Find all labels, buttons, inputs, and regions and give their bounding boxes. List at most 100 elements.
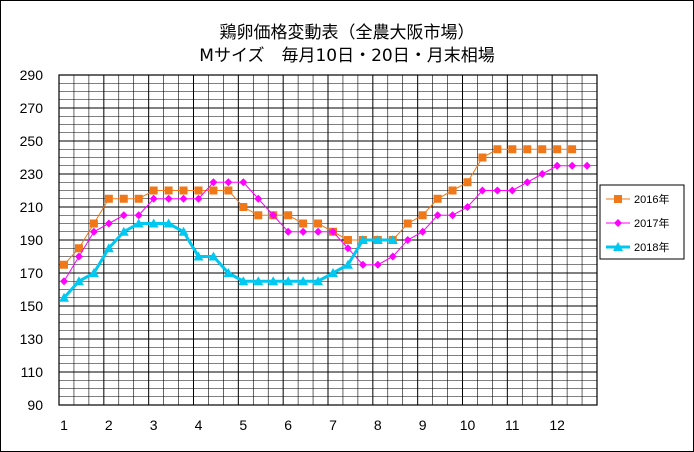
data-point xyxy=(343,236,352,244)
x-tick-label: 12 xyxy=(549,417,565,433)
data-point xyxy=(60,277,68,286)
x-tick-label: 10 xyxy=(460,417,476,433)
legend-marker xyxy=(614,195,622,203)
x-tick-label: 1 xyxy=(60,417,68,433)
data-point xyxy=(193,251,204,261)
data-point xyxy=(118,226,129,236)
data-point xyxy=(164,194,173,203)
data-point xyxy=(387,235,398,244)
legend-label: 2016年 xyxy=(634,192,669,206)
data-point xyxy=(104,219,113,228)
data-point xyxy=(299,227,308,236)
y-tick-label: 290 xyxy=(20,67,44,83)
data-point xyxy=(388,252,397,261)
data-point xyxy=(194,186,203,195)
data-point xyxy=(179,194,188,203)
data-point xyxy=(103,243,114,253)
data-point xyxy=(284,211,293,220)
y-tick-label: 170 xyxy=(20,265,44,281)
data-point xyxy=(508,145,517,154)
x-tick-label: 3 xyxy=(150,417,158,433)
y-tick-label: 190 xyxy=(20,232,44,248)
data-point xyxy=(538,145,547,154)
data-point xyxy=(299,219,308,228)
data-point xyxy=(89,219,98,228)
x-tick-label: 11 xyxy=(505,417,520,433)
data-point xyxy=(313,276,324,286)
data-point xyxy=(357,235,368,244)
data-point xyxy=(433,211,442,220)
y-tick-label: 130 xyxy=(20,331,44,347)
y-tick-label: 250 xyxy=(20,133,44,149)
data-point xyxy=(268,276,279,286)
data-point xyxy=(254,211,263,220)
data-point xyxy=(448,211,457,220)
data-point xyxy=(403,219,412,228)
data-point xyxy=(314,219,323,228)
data-point xyxy=(134,194,143,203)
data-point xyxy=(418,211,427,220)
chart-subtitle: Mサイズ 毎月10日・20日・月末相場 xyxy=(199,46,495,66)
data-point xyxy=(179,186,188,195)
data-point xyxy=(178,226,189,236)
x-tick-label: 8 xyxy=(374,417,382,433)
data-point xyxy=(73,276,84,286)
grid xyxy=(58,74,598,406)
chart-title: 鶏卵価格変動表（全農大阪市場） xyxy=(219,23,475,43)
data-point xyxy=(372,235,383,244)
data-point xyxy=(433,194,442,203)
data-point xyxy=(523,178,532,187)
data-point xyxy=(493,186,502,195)
x-tick-label: 9 xyxy=(419,417,427,433)
data-point xyxy=(254,194,263,203)
data-point xyxy=(253,276,264,286)
series-2 xyxy=(60,161,592,286)
y-tick-label: 210 xyxy=(20,199,44,215)
data-point xyxy=(342,259,353,269)
y-tick-label: 110 xyxy=(21,364,44,380)
data-point xyxy=(329,227,337,236)
data-point xyxy=(493,145,502,154)
data-point xyxy=(59,292,69,302)
data-point xyxy=(224,178,233,187)
data-point xyxy=(463,203,472,211)
x-tick-label: 6 xyxy=(284,417,292,433)
data-point xyxy=(298,276,309,286)
data-point xyxy=(568,161,577,170)
data-point xyxy=(269,211,278,220)
data-point xyxy=(448,186,457,195)
data-point xyxy=(224,186,233,195)
data-point xyxy=(478,186,487,195)
data-point xyxy=(523,145,532,154)
data-point xyxy=(418,227,427,236)
data-point xyxy=(553,161,562,170)
data-point xyxy=(148,218,159,228)
data-point xyxy=(119,211,128,220)
data-point xyxy=(209,186,218,195)
data-point xyxy=(568,145,577,154)
y-tick-label: 90 xyxy=(27,397,43,413)
data-point xyxy=(89,227,98,236)
y-tick-label: 150 xyxy=(20,298,44,314)
legend-label: 2017年 xyxy=(634,216,669,230)
y-tick-label: 270 xyxy=(20,100,44,116)
data-point xyxy=(74,252,83,261)
data-point xyxy=(358,260,367,269)
data-point xyxy=(119,194,128,203)
x-tick-label: 2 xyxy=(105,417,113,433)
series xyxy=(59,145,592,302)
data-point xyxy=(239,203,248,211)
x-tick-label: 5 xyxy=(239,417,247,433)
data-point xyxy=(314,227,323,236)
data-point xyxy=(104,194,113,203)
data-point xyxy=(538,170,547,178)
data-point xyxy=(373,260,382,269)
data-point xyxy=(283,276,294,286)
data-point xyxy=(209,178,218,187)
data-point xyxy=(583,161,592,170)
data-point xyxy=(60,260,68,269)
y-tick-label: 230 xyxy=(20,166,44,182)
data-point xyxy=(343,244,352,253)
data-point xyxy=(239,178,248,187)
